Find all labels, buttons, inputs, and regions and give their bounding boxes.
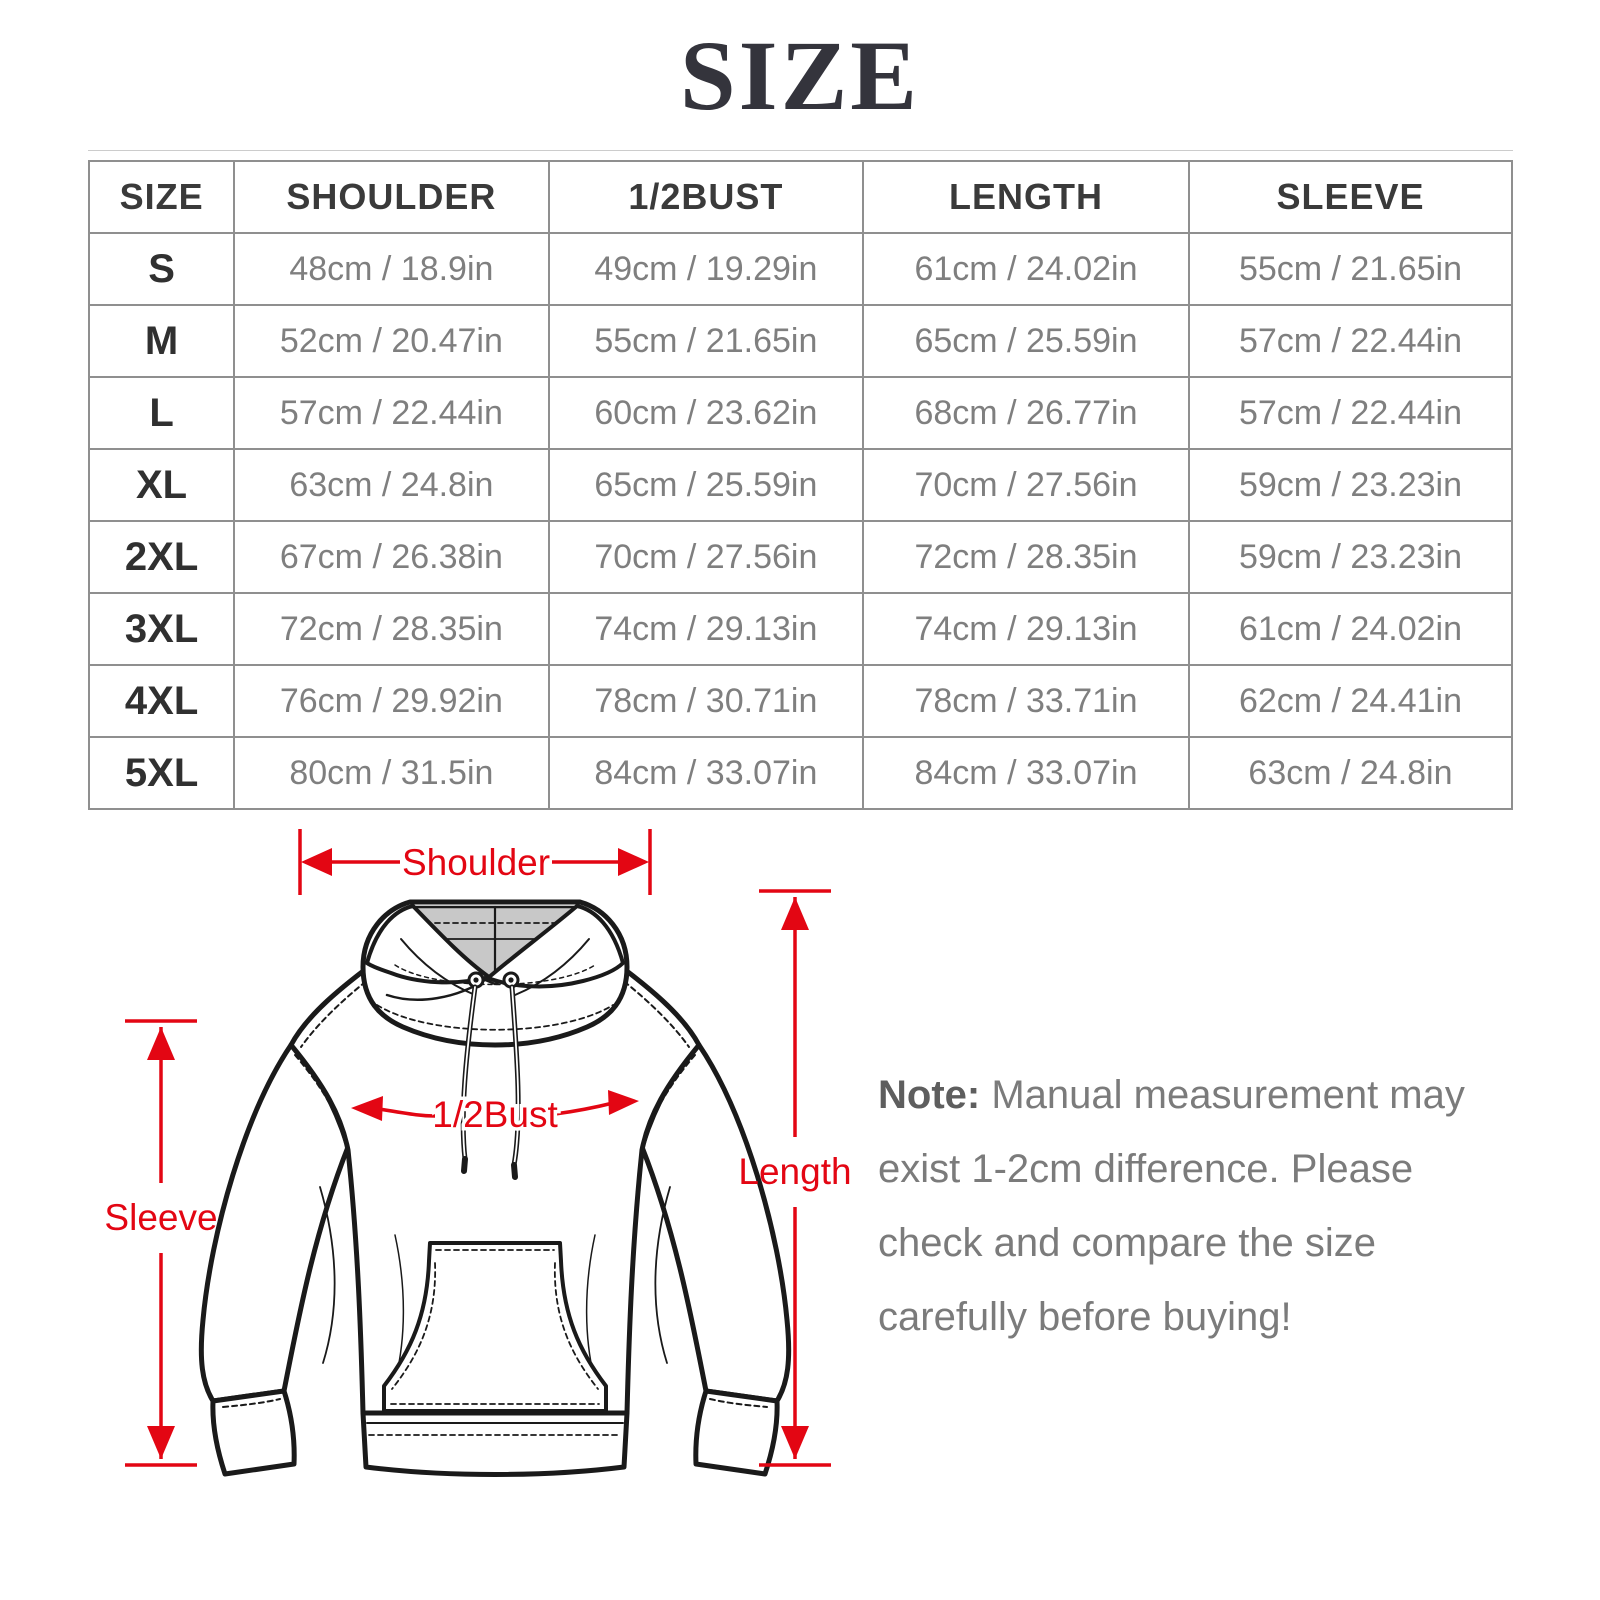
table-row: L 57cm / 22.44in 60cm / 23.62in 68cm / 2…	[87, 376, 1514, 450]
sleeve-label: Sleeve	[104, 1197, 217, 1238]
cell-bust: 49cm / 19.29in	[547, 232, 865, 306]
cell-sleeve: 57cm / 22.44in	[1187, 376, 1514, 450]
cell-bust: 55cm / 21.65in	[547, 304, 865, 378]
cell-shoulder: 48cm / 18.9in	[233, 232, 550, 306]
table-row: S 48cm / 18.9in 49cm / 19.29in 61cm / 24…	[87, 232, 1514, 306]
cell-sleeve: 59cm / 23.23in	[1187, 520, 1514, 594]
cell-length: 74cm / 29.13in	[862, 592, 1190, 666]
cell-length: 72cm / 28.35in	[862, 520, 1190, 594]
cell-size: M	[87, 304, 236, 378]
hoodie-illustration	[198, 899, 792, 1477]
size-table-body: S 48cm / 18.9in 49cm / 19.29in 61cm / 24…	[87, 232, 1514, 810]
header-length: LENGTH	[862, 160, 1190, 234]
length-arrow: Length	[738, 889, 852, 1467]
cell-shoulder: 80cm / 31.5in	[233, 736, 550, 810]
note-line: exist 1-2cm difference. Please	[878, 1147, 1414, 1191]
cell-length: 78cm / 33.71in	[862, 664, 1190, 738]
hoodie-measurement-diagram: Shoulder Sleeve Length	[104, 829, 852, 1477]
bust-arrow: 1/2Bust	[351, 1090, 639, 1139]
sleeve-arrow: Sleeve	[104, 1019, 218, 1467]
shoulder-arrow: Shoulder	[298, 829, 652, 895]
cell-shoulder: 52cm / 20.47in	[233, 304, 550, 378]
cell-length: 68cm / 26.77in	[862, 376, 1190, 450]
header-sleeve: SLEEVE	[1187, 160, 1514, 234]
cell-size: 4XL	[87, 664, 236, 738]
page-title: SIZE	[680, 20, 920, 131]
cell-size: L	[87, 376, 236, 450]
cell-size: 3XL	[87, 592, 236, 666]
measurement-annotations: Shoulder Sleeve Length	[104, 829, 852, 1467]
cell-shoulder: 63cm / 24.8in	[233, 448, 550, 522]
cell-size: S	[87, 232, 236, 306]
cell-bust: 74cm / 29.13in	[547, 592, 865, 666]
size-table-header: SIZE SHOULDER 1/2BUST LENGTH SLEEVE	[87, 160, 1514, 234]
note-line: carefully before buying!	[878, 1295, 1292, 1339]
cell-length: 84cm / 33.07in	[862, 736, 1190, 810]
hood-flap-right	[486, 904, 625, 989]
cell-bust: 84cm / 33.07in	[547, 736, 865, 810]
table-row: 2XL 67cm / 26.38in 70cm / 27.56in 72cm /…	[87, 520, 1514, 594]
cell-size: 5XL	[87, 736, 236, 810]
cell-length: 70cm / 27.56in	[862, 448, 1190, 522]
note-line: check and compare the size	[878, 1221, 1377, 1265]
hem-band	[360, 1410, 630, 1477]
table-row: XL 63cm / 24.8in 65cm / 25.59in 70cm / 2…	[87, 448, 1514, 522]
table-row: 3XL 72cm / 28.35in 74cm / 29.13in 74cm /…	[87, 592, 1514, 666]
table-top-rule	[88, 150, 1513, 151]
cell-sleeve: 55cm / 21.65in	[1187, 232, 1514, 306]
header-shoulder: SHOULDER	[233, 160, 550, 234]
right-cuff	[693, 1388, 780, 1477]
size-table: SIZE SHOULDER 1/2BUST LENGTH SLEEVE S 48…	[87, 160, 1514, 810]
cell-shoulder: 67cm / 26.38in	[233, 520, 550, 594]
cell-shoulder: 72cm / 28.35in	[233, 592, 550, 666]
table-row: 4XL 76cm / 29.92in 78cm / 30.71in 78cm /…	[87, 664, 1514, 738]
header-bust: 1/2BUST	[547, 160, 865, 234]
cell-sleeve: 61cm / 24.02in	[1187, 592, 1514, 666]
cell-shoulder: 76cm / 29.92in	[233, 664, 550, 738]
cell-length: 65cm / 25.59in	[862, 304, 1190, 378]
cell-sleeve: 63cm / 24.8in	[1187, 736, 1514, 810]
table-row: M 52cm / 20.47in 55cm / 21.65in 65cm / 2…	[87, 304, 1514, 378]
cell-sleeve: 59cm / 23.23in	[1187, 448, 1514, 522]
note-text: Note: Manual measurement may exist 1-2cm…	[878, 1058, 1498, 1354]
cell-bust: 70cm / 27.56in	[547, 520, 865, 594]
table-row: 5XL 80cm / 31.5in 84cm / 33.07in 84cm / …	[87, 736, 1514, 810]
cell-sleeve: 62cm / 24.41in	[1187, 664, 1514, 738]
cell-length: 61cm / 24.02in	[862, 232, 1190, 306]
header-size: SIZE	[87, 160, 236, 234]
cell-bust: 65cm / 25.59in	[547, 448, 865, 522]
cell-sleeve: 57cm / 22.44in	[1187, 304, 1514, 378]
header-row: SIZE SHOULDER 1/2BUST LENGTH SLEEVE	[87, 160, 1514, 234]
cell-bust: 60cm / 23.62in	[547, 376, 865, 450]
shoulder-label: Shoulder	[402, 842, 550, 883]
kangaroo-pocket	[382, 1241, 608, 1413]
cell-bust: 78cm / 30.71in	[547, 664, 865, 738]
left-cuff	[210, 1388, 297, 1477]
cell-size: XL	[87, 448, 236, 522]
cell-shoulder: 57cm / 22.44in	[233, 376, 550, 450]
note-label: Note:	[878, 1073, 981, 1117]
length-label: Length	[738, 1151, 851, 1192]
note-line: Note: Manual measurement may	[878, 1073, 1465, 1117]
bust-label: 1/2Bust	[432, 1094, 558, 1135]
cell-size: 2XL	[87, 520, 236, 594]
